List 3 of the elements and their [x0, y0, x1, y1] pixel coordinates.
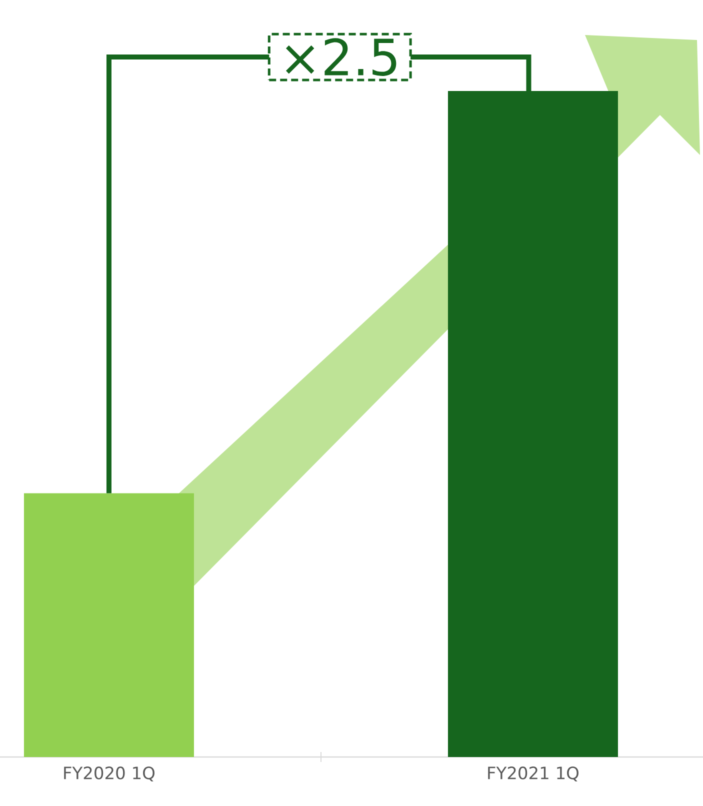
x-tick-label: FY2021 1Q [488, 766, 578, 782]
x-tick-label: FY2020 1Q [64, 766, 154, 782]
text: ×2.5 [286, 38, 396, 76]
